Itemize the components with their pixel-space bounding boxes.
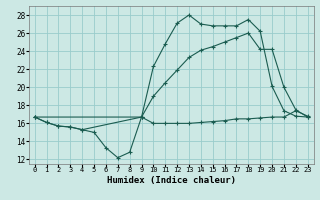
X-axis label: Humidex (Indice chaleur): Humidex (Indice chaleur) (107, 176, 236, 185)
